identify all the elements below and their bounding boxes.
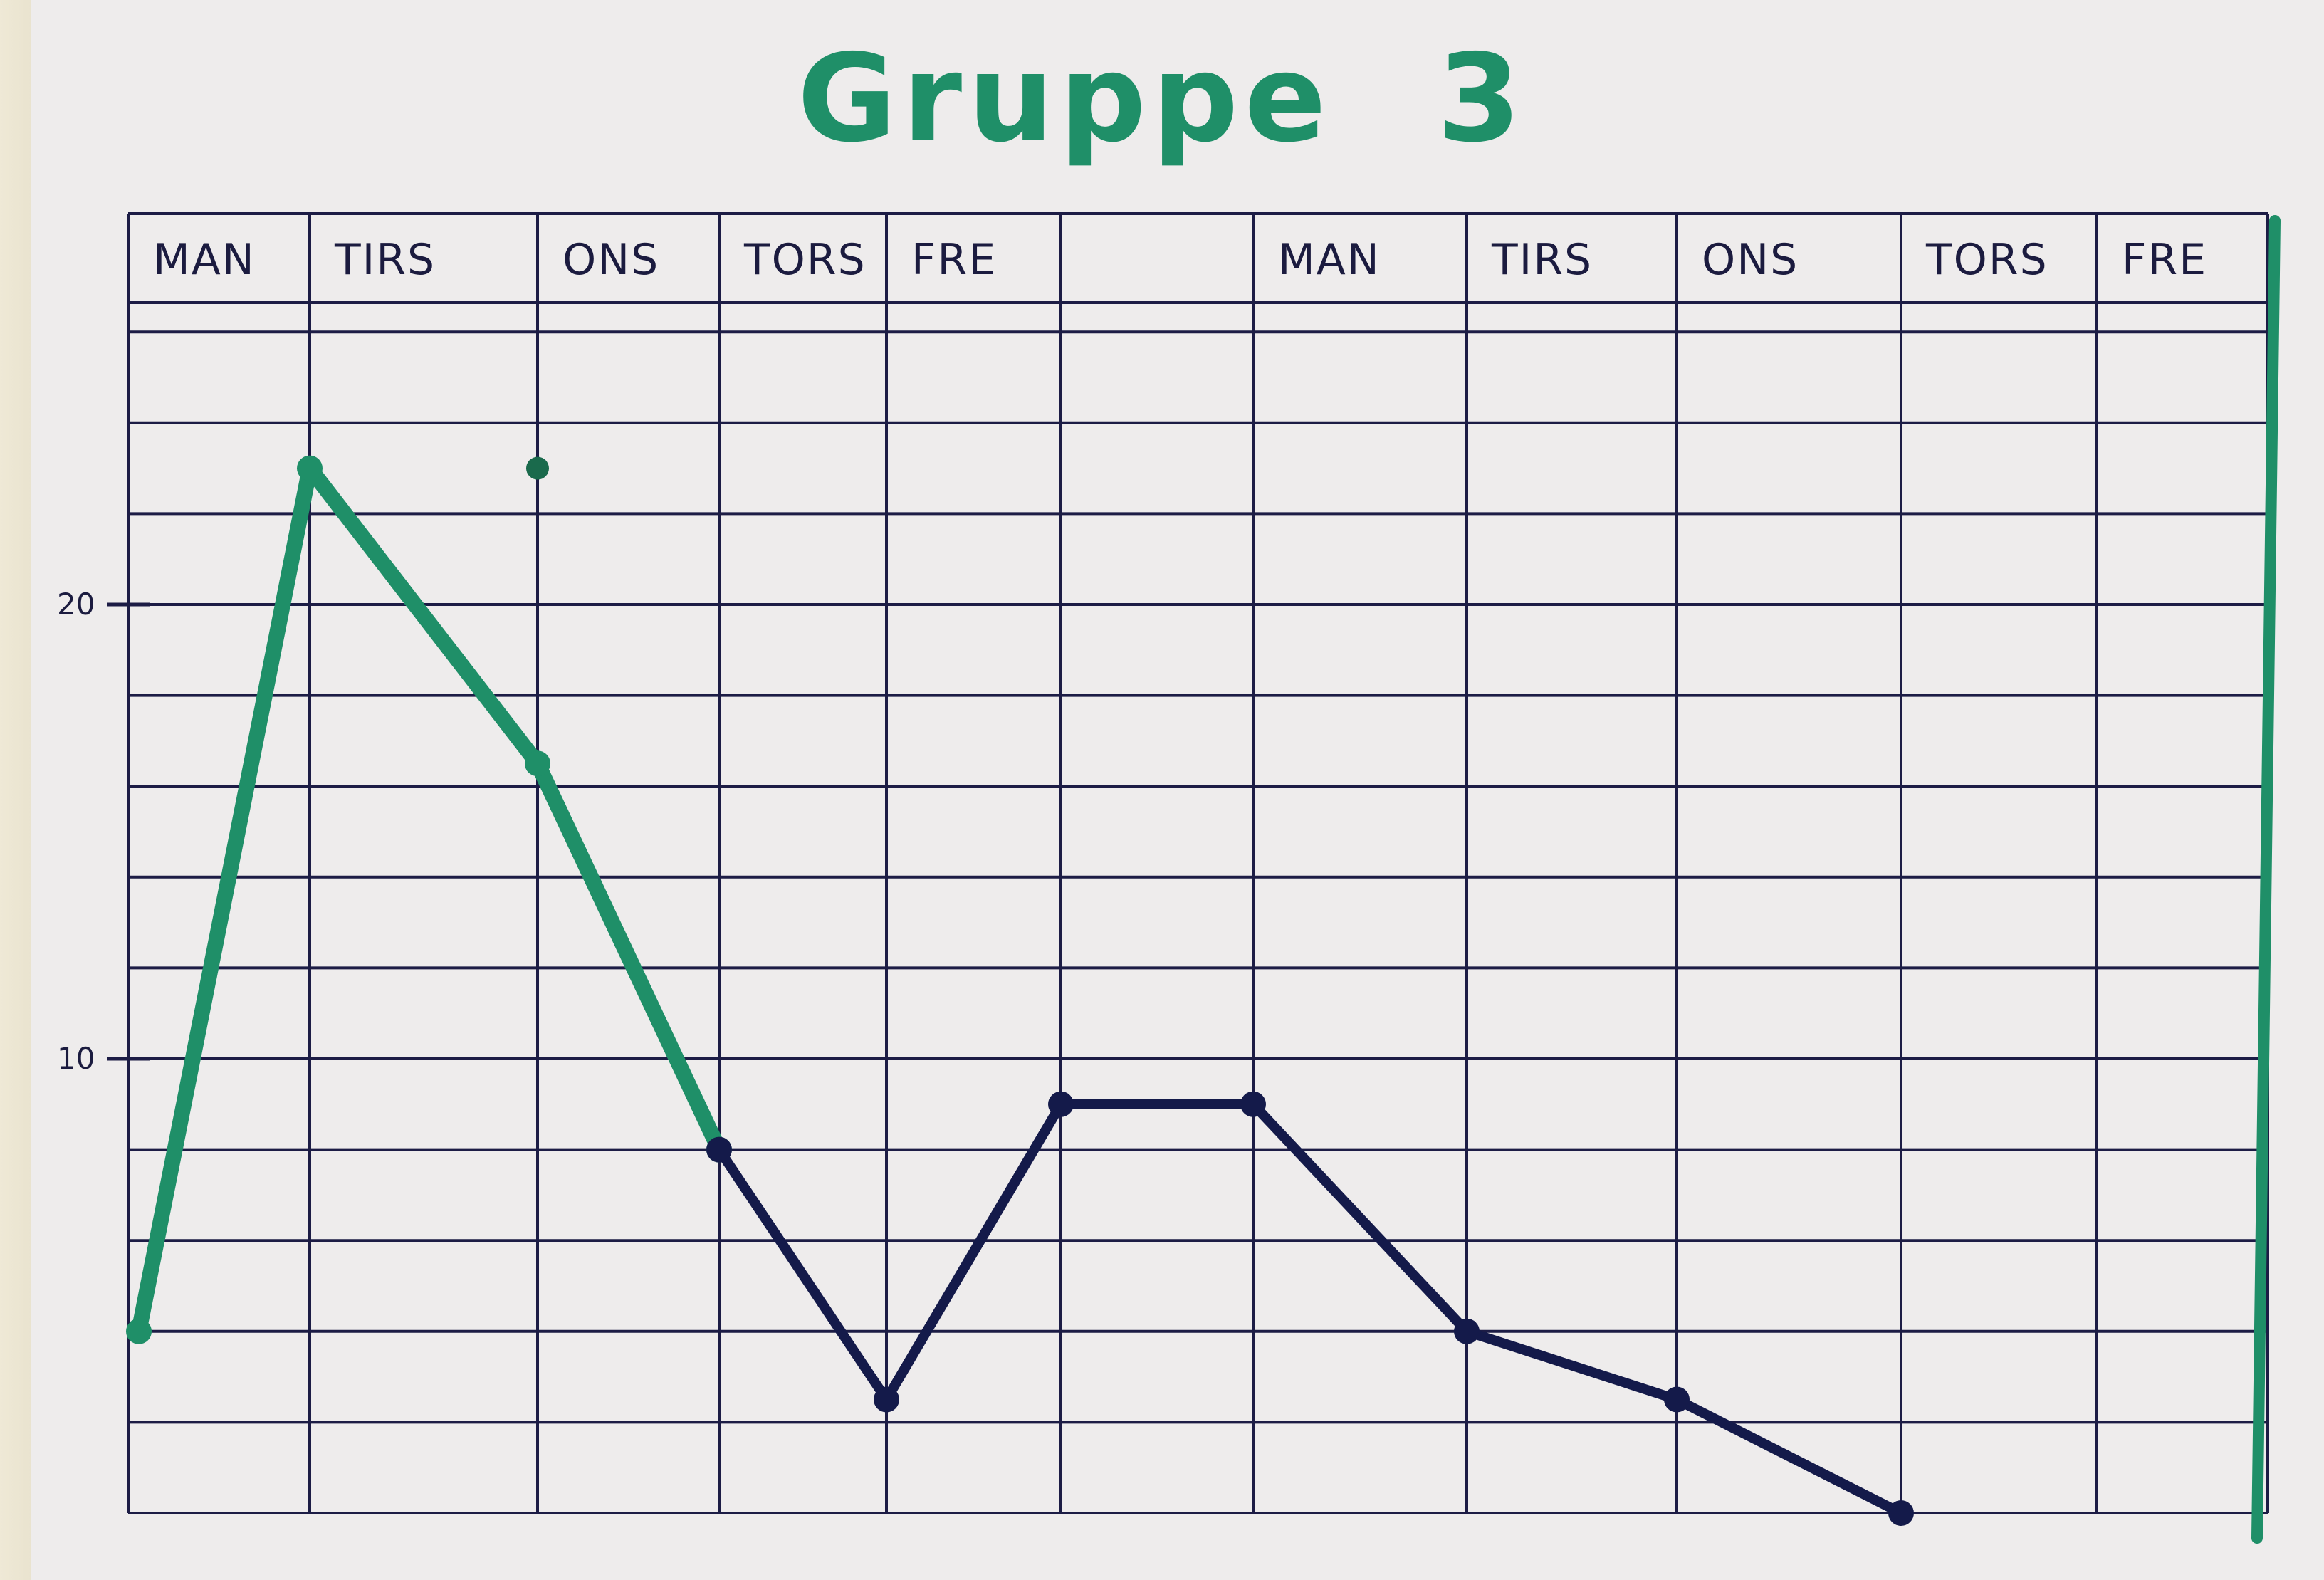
data-point (1240, 1091, 1266, 1117)
data-point (126, 1318, 152, 1344)
day-label: MAN (153, 235, 256, 285)
day-label: TIRS (334, 235, 436, 285)
day-labels: MAN TIRS ONS TORS FRE MAN TIRS ONS TORS FRE (153, 235, 2207, 285)
series-line (131, 460, 727, 1339)
day-label: MAN (1278, 235, 1381, 285)
day-label: TIRS (1491, 235, 1593, 285)
data-point (706, 1136, 732, 1163)
data-point (874, 1386, 899, 1413)
series (126, 455, 1914, 1526)
day-label: ONS (562, 235, 659, 285)
day-label: TORS (743, 235, 867, 285)
right-border (2251, 215, 2281, 1544)
data-point (1888, 1500, 1914, 1526)
data-point (1664, 1386, 1690, 1413)
y-tick-label: 10 (57, 1041, 95, 1076)
grid (127, 212, 2281, 1544)
chart-title: Gruppe 3 (797, 28, 1527, 169)
day-label: FRE (2122, 235, 2207, 285)
data-point (1454, 1318, 1480, 1344)
data-point (1048, 1091, 1074, 1117)
day-label: ONS (1702, 235, 1799, 285)
series-line (714, 1099, 1906, 1518)
data-point (297, 455, 323, 481)
data-point (525, 750, 550, 777)
day-label: TORS (1925, 235, 2048, 285)
wall-edge (0, 0, 31, 1580)
extra-data-point (526, 456, 549, 480)
day-label: FRE (911, 235, 997, 285)
y-tick-label: 20 (57, 587, 95, 622)
